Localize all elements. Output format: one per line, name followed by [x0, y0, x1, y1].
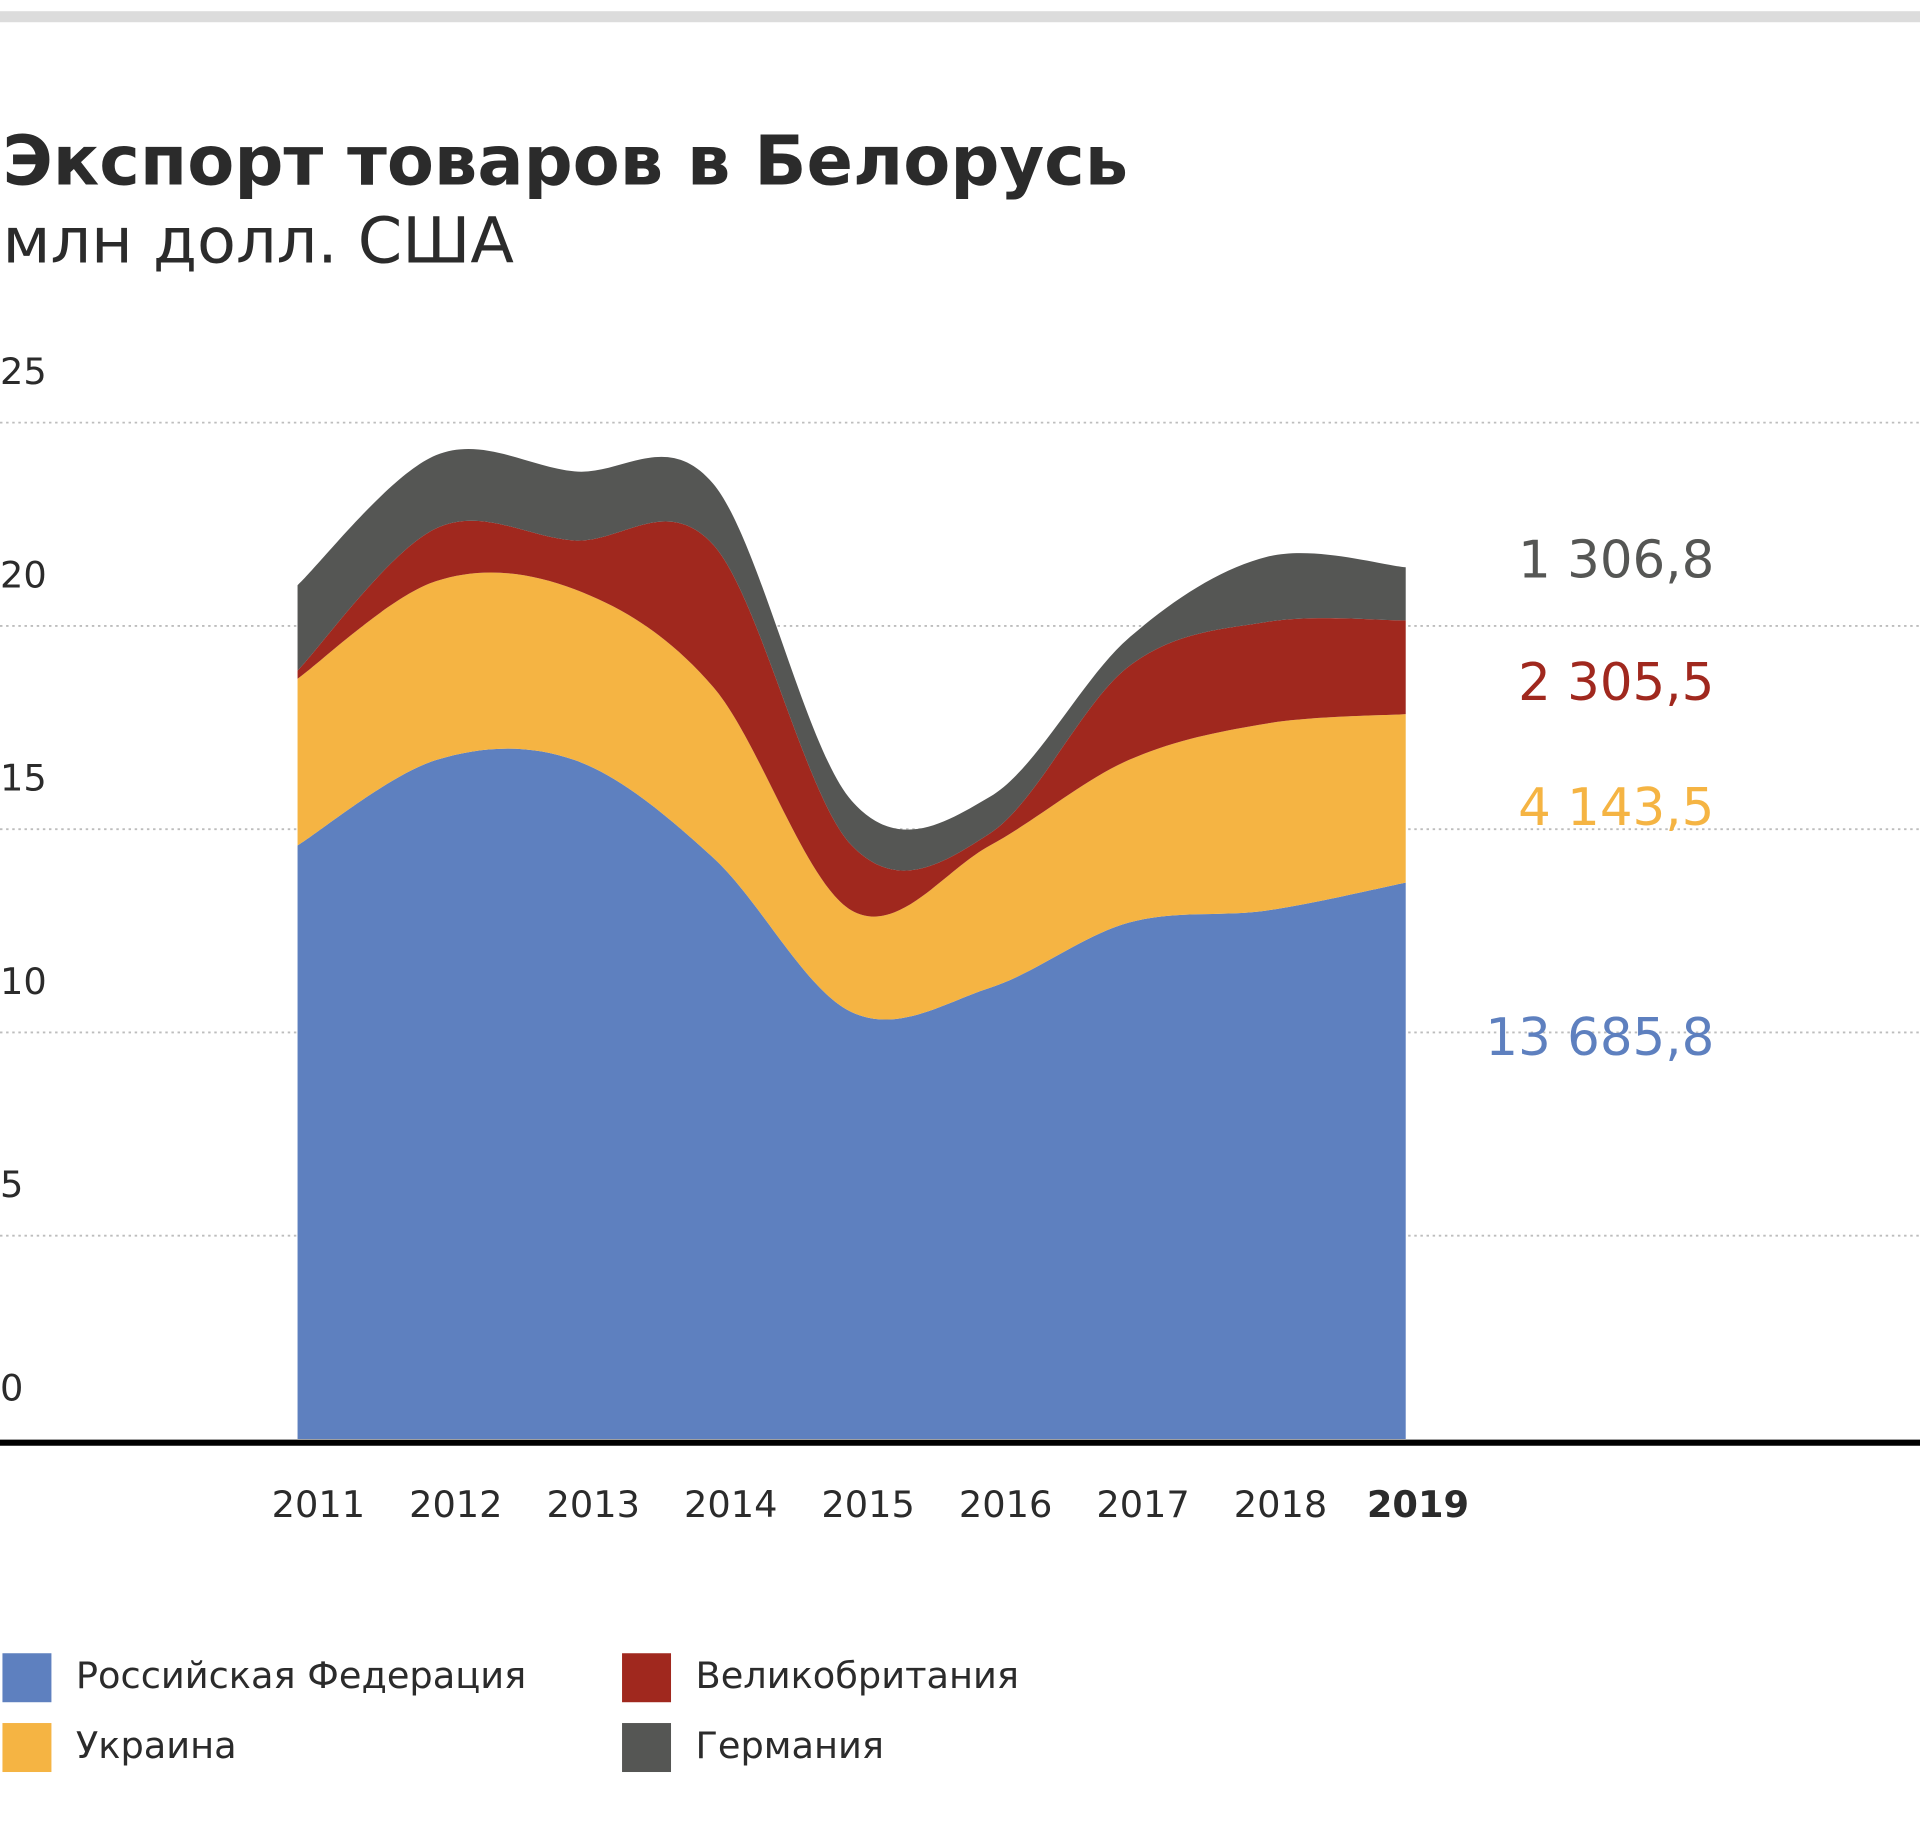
chart-title: Экспорт товаров в Белорусь	[2, 122, 1128, 202]
legend-swatch	[622, 1653, 672, 1703]
chart-subtitle: млн долл. США	[2, 205, 514, 279]
x-tick-label: 2018	[1234, 1483, 1327, 1526]
area	[297, 572, 1406, 1020]
y-tick-label: 5	[0, 1163, 23, 1206]
value-label: 1 306,8	[1518, 530, 1714, 590]
area	[297, 448, 1406, 871]
x-tick-label: 2017	[1096, 1483, 1189, 1526]
y-tick-label: 20	[0, 553, 47, 596]
legend-swatch	[2, 1723, 52, 1773]
top-bar	[0, 11, 1920, 23]
x-tick-label: 2011	[272, 1483, 365, 1526]
value-label: 13 685,8	[1485, 1008, 1714, 1068]
value-label: 4 143,5	[1518, 778, 1714, 838]
legend-label: Великобритания	[696, 1654, 1019, 1697]
x-tick-label: 2015	[821, 1483, 914, 1526]
y-tick-label: 10	[0, 960, 47, 1003]
legend-swatch	[622, 1723, 672, 1773]
legend-label: Украина	[76, 1724, 237, 1767]
x-tick-label: 2014	[684, 1483, 777, 1526]
x-tick-label: 2019	[1367, 1483, 1469, 1526]
legend-label: Российская Федерация	[76, 1654, 526, 1697]
y-tick-label: 15	[0, 757, 47, 800]
y-tick-label: 0	[0, 1366, 23, 1409]
x-tick-label: 2012	[409, 1483, 502, 1526]
area	[297, 748, 1406, 1439]
value-label: 2 305,5	[1518, 653, 1714, 713]
area	[297, 520, 1406, 917]
y-tick-label: 25	[0, 350, 47, 393]
legend-swatch	[2, 1653, 52, 1703]
x-tick-label: 2016	[959, 1483, 1052, 1526]
x-tick-label: 2013	[547, 1483, 640, 1526]
legend-label: Германия	[696, 1724, 884, 1767]
